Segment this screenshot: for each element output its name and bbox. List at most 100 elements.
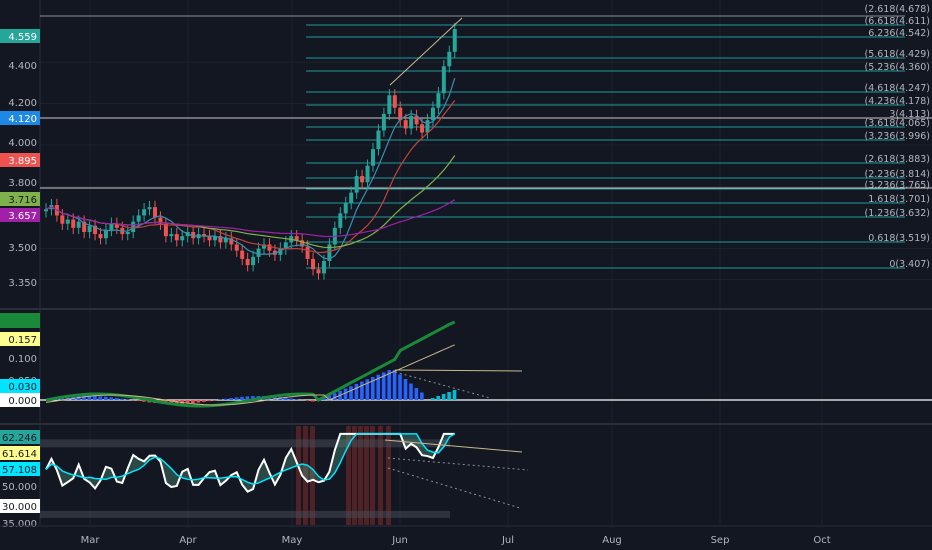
- candle-body[interactable]: [430, 107, 435, 121]
- candle-body[interactable]: [360, 176, 365, 183]
- candle-body[interactable]: [191, 232, 196, 239]
- macd-histogram-bar: [349, 386, 353, 400]
- candle-body[interactable]: [300, 240, 305, 247]
- candle-body[interactable]: [392, 95, 397, 108]
- candle-body[interactable]: [403, 120, 408, 129]
- candle-body[interactable]: [240, 250, 245, 259]
- candle-body[interactable]: [262, 244, 266, 249]
- rsi-cloud: [46, 433, 455, 492]
- macd-histogram-bar: [332, 393, 337, 400]
- candle-body[interactable]: [153, 207, 157, 218]
- candle-body[interactable]: [103, 229, 108, 239]
- candle-body[interactable]: [398, 107, 403, 121]
- candle-body[interactable]: [44, 209, 48, 212]
- macd-histogram-bar: [294, 399, 299, 400]
- candle-body[interactable]: [305, 246, 310, 259]
- candle-body[interactable]: [180, 236, 185, 241]
- candle-body[interactable]: [316, 269, 321, 274]
- candle-body[interactable]: [436, 93, 441, 108]
- rsi-highlight-bar: [386, 426, 391, 525]
- candle-body[interactable]: [158, 217, 163, 224]
- candle-body[interactable]: [93, 225, 98, 235]
- candle-body[interactable]: [76, 221, 81, 228]
- candle-body[interactable]: [272, 250, 277, 255]
- candle-body[interactable]: [163, 223, 168, 237]
- fib-level-label: (5.236(4.360): [864, 62, 930, 73]
- fib-level-label: (2.236(3.814): [864, 169, 930, 180]
- candle-body[interactable]: [169, 234, 174, 237]
- candle-body[interactable]: [202, 234, 207, 237]
- macd-histogram-bar: [327, 395, 331, 400]
- rsi-highlight-bar: [364, 426, 369, 525]
- candle-body[interactable]: [311, 258, 316, 270]
- macd-trend-line[interactable]: [394, 369, 523, 372]
- candle-body[interactable]: [343, 203, 348, 214]
- macd-pane[interactable]: [40, 320, 932, 408]
- candle-body[interactable]: [452, 29, 457, 52]
- candle-body[interactable]: [65, 219, 70, 224]
- rsi-highlight-bar: [310, 426, 315, 525]
- candle-body[interactable]: [142, 209, 147, 216]
- candle-body[interactable]: [441, 66, 446, 94]
- candle-body[interactable]: [114, 223, 119, 228]
- macd-histogram-bar: [120, 398, 124, 400]
- candle-body[interactable]: [212, 236, 217, 241]
- candle-body[interactable]: [251, 256, 256, 266]
- candle-body[interactable]: [136, 215, 141, 222]
- candle-body[interactable]: [376, 130, 381, 150]
- candle-body[interactable]: [381, 113, 386, 131]
- macd-histogram-bar: [93, 396, 97, 400]
- candle-body[interactable]: [131, 221, 136, 232]
- candle-body[interactable]: [207, 236, 212, 241]
- candle-body[interactable]: [256, 248, 261, 257]
- candle-body[interactable]: [267, 244, 272, 251]
- candle-body[interactable]: [234, 244, 239, 251]
- candle-body[interactable]: [71, 219, 76, 228]
- macd-histogram-bar: [202, 400, 206, 402]
- candle-body[interactable]: [338, 213, 343, 228]
- candle-body[interactable]: [354, 176, 359, 193]
- candle-body[interactable]: [98, 234, 103, 239]
- macd-histogram-bar: [371, 377, 375, 400]
- candle-body[interactable]: [278, 248, 283, 255]
- candle-body[interactable]: [245, 258, 250, 266]
- candle-body[interactable]: [174, 234, 179, 241]
- candle-body[interactable]: [229, 238, 234, 245]
- macd-histogram-bar: [87, 396, 92, 400]
- macd-dotted-line[interactable]: [394, 371, 491, 399]
- candle-body[interactable]: [349, 192, 354, 203]
- rsi-trend-line[interactable]: [384, 439, 523, 453]
- candle-body[interactable]: [447, 51, 452, 67]
- candle-body[interactable]: [409, 116, 414, 129]
- macd-histogram-bar: [414, 388, 419, 400]
- candle-body[interactable]: [371, 149, 375, 166]
- rsi-dotted-line[interactable]: [387, 457, 529, 471]
- candle-body[interactable]: [294, 236, 299, 241]
- candle-body[interactable]: [327, 244, 332, 261]
- macd-histogram-bar: [283, 397, 288, 400]
- candle-body[interactable]: [147, 207, 152, 210]
- candle-body[interactable]: [283, 242, 288, 249]
- price-pane[interactable]: (2.618(4.678)(6.618(4.611)6.236(4.542) (5…: [40, 4, 932, 280]
- trend-line[interactable]: [389, 17, 463, 86]
- candle-body[interactable]: [365, 165, 370, 183]
- candle-body[interactable]: [125, 232, 130, 235]
- candle-body[interactable]: [109, 223, 114, 230]
- candles[interactable]: [44, 22, 457, 280]
- rsi-pane[interactable]: [40, 426, 529, 525]
- candle-body[interactable]: [87, 225, 92, 232]
- candle-body[interactable]: [60, 215, 65, 224]
- candle-body[interactable]: [82, 221, 87, 232]
- macd-histogram-bar: [305, 400, 310, 401]
- candle-body[interactable]: [387, 95, 392, 114]
- macd-histogram-bar: [245, 396, 250, 400]
- candle-body[interactable]: [218, 236, 223, 243]
- candle-body[interactable]: [414, 116, 419, 125]
- candle-body[interactable]: [223, 238, 228, 243]
- candle-body[interactable]: [321, 261, 326, 274]
- macd-histogram-bar: [234, 397, 239, 400]
- macd-histogram-bar: [196, 400, 201, 403]
- candle-body[interactable]: [425, 120, 430, 133]
- candle-body[interactable]: [420, 124, 425, 133]
